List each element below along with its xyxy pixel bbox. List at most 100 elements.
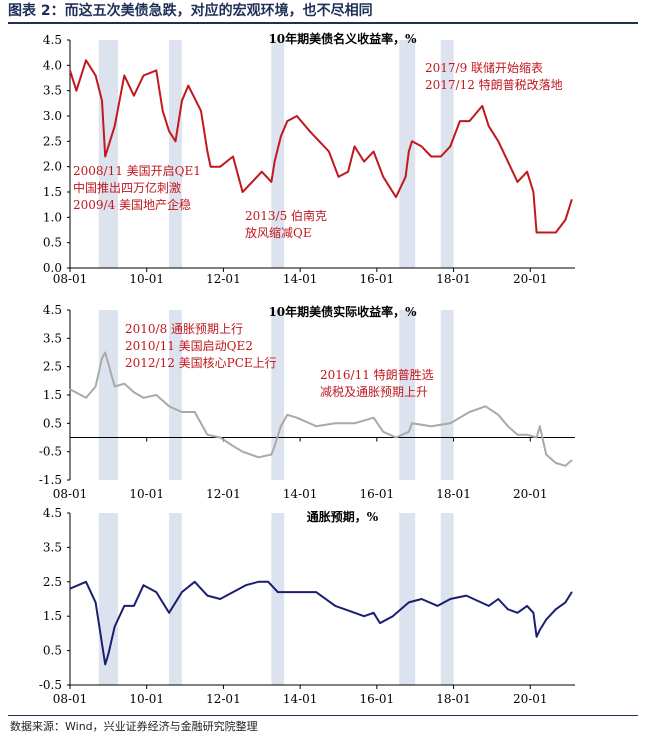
y-tick-label-0-9: 4.5 xyxy=(43,33,62,47)
data-point-0-36 xyxy=(373,150,375,153)
y-tick-label-0-1: 0.5 xyxy=(43,236,62,250)
data-point-0-30 xyxy=(318,140,320,142)
data-point-0-58 xyxy=(564,219,567,221)
x-tick-label-2-4: 16-01 xyxy=(360,692,395,706)
data-point-0-28 xyxy=(296,115,298,117)
data-point-1-26 xyxy=(373,417,375,419)
x-tick-label-1-0: 08-01 xyxy=(53,487,88,501)
data-point-2-26 xyxy=(363,615,365,617)
data-point-1-40 xyxy=(539,425,541,427)
data-point-1-34 xyxy=(484,405,487,407)
data-point-0-47 xyxy=(468,120,471,122)
data-point-2-5 xyxy=(107,653,109,655)
data-point-0-35 xyxy=(363,161,365,163)
data-point-2-30 xyxy=(408,601,410,604)
data-point-2-10 xyxy=(155,591,157,593)
y-tick-label-2-0: -0.5 xyxy=(39,678,62,692)
data-point-0-48 xyxy=(481,105,483,107)
data-point-2-17 xyxy=(245,584,247,586)
data-point-1-38 xyxy=(526,434,528,436)
data-point-0-53 xyxy=(526,171,528,173)
annotation-1-0-0: 2010/8 通胀预期上行 xyxy=(125,322,243,336)
shade-band-2-4 xyxy=(440,513,454,685)
y-tick-label-0-3: 1.5 xyxy=(43,185,62,199)
data-point-1-22 xyxy=(296,417,298,419)
data-point-0-12 xyxy=(168,130,170,132)
data-point-1-14 xyxy=(219,436,221,439)
y-tick-label-2-1: 0.5 xyxy=(43,644,62,658)
series-line-2-0 xyxy=(69,580,573,666)
data-point-1-39 xyxy=(536,436,538,439)
x-tick-label-0-0: 08-01 xyxy=(53,272,88,286)
data-point-0-1 xyxy=(75,90,77,92)
data-point-1-31 xyxy=(430,425,432,427)
data-point-0-24 xyxy=(270,181,272,183)
data-point-2-25 xyxy=(344,608,346,610)
annotation-1-0-2: 2012/12 美国核心PCE上行 xyxy=(125,356,277,370)
data-point-1-44 xyxy=(571,459,573,461)
data-point-2-28 xyxy=(379,622,381,624)
data-point-2-21 xyxy=(286,591,288,593)
x-tick-label-0-5: 18-01 xyxy=(436,272,471,286)
data-point-1-11 xyxy=(181,411,183,413)
shade-band-2-0 xyxy=(98,513,118,685)
data-point-2-15 xyxy=(219,598,221,600)
annotation-0-0-2: 2009/4 美国地产企稳 xyxy=(73,197,191,212)
y-tick-label-1-3: 1.5 xyxy=(43,388,62,402)
data-point-2-34 xyxy=(465,594,467,597)
data-point-1-19 xyxy=(273,445,276,447)
data-point-1-32 xyxy=(449,422,451,424)
data-point-2-42 xyxy=(539,629,541,631)
y-tick-label-1-2: 0.5 xyxy=(43,416,62,430)
data-point-0-18 xyxy=(210,166,212,168)
data-point-0-2 xyxy=(85,59,87,61)
data-point-1-24 xyxy=(334,422,336,424)
data-point-2-12 xyxy=(181,591,183,593)
data-point-2-38 xyxy=(516,612,519,614)
x-tick-label-0-3: 14-01 xyxy=(283,272,318,286)
data-point-1-7 xyxy=(133,391,135,393)
data-point-1-30 xyxy=(411,422,413,424)
data-point-2-35 xyxy=(488,605,490,607)
y-tick-label-2-2: 1.5 xyxy=(43,609,62,623)
shade-band-2-3 xyxy=(399,513,416,685)
data-point-1-29 xyxy=(408,431,410,433)
data-point-2-43 xyxy=(545,619,547,621)
data-point-1-28 xyxy=(395,436,397,439)
data-point-1-33 xyxy=(468,411,471,413)
data-point-0-44 xyxy=(440,155,442,158)
x-tick-label-2-6: 20-01 xyxy=(513,692,548,706)
data-point-1-27 xyxy=(382,431,384,433)
data-point-1-41 xyxy=(545,453,547,456)
data-point-0-38 xyxy=(395,196,397,198)
data-point-2-2 xyxy=(94,601,97,604)
data-point-0-37 xyxy=(382,176,384,178)
x-tick-label-1-1: 10-01 xyxy=(129,487,164,501)
data-point-0-8 xyxy=(133,95,135,97)
data-point-0-3 xyxy=(94,74,97,77)
x-tick-label-2-5: 18-01 xyxy=(436,692,471,706)
annotation-1-1-1: 减税及通胀预期上升 xyxy=(320,385,428,399)
data-point-2-3 xyxy=(101,643,103,645)
data-point-0-7 xyxy=(123,74,125,77)
shade-band-1-2 xyxy=(271,310,285,480)
data-point-2-13 xyxy=(194,581,196,583)
data-point-0-52 xyxy=(516,181,519,183)
data-point-0-40 xyxy=(408,150,410,153)
annotation-1-1-0: 2016/11 特朗普胜选 xyxy=(320,367,434,382)
data-point-1-13 xyxy=(206,434,209,436)
x-tick-label-2-1: 10-01 xyxy=(129,692,164,706)
data-point-2-20 xyxy=(277,591,279,593)
x-tick-label-2-3: 14-01 xyxy=(283,692,318,706)
annotation-0-0-0: 2008/11 美国开启QE1 xyxy=(73,164,201,178)
data-point-2-31 xyxy=(420,598,423,600)
shade-band-0-0 xyxy=(98,40,118,268)
data-point-2-8 xyxy=(133,605,135,607)
data-point-0-32 xyxy=(337,176,340,178)
data-point-0-59 xyxy=(571,199,573,201)
data-point-1-36 xyxy=(507,425,509,427)
y-tick-label-1-5: 3.5 xyxy=(43,331,62,345)
data-point-2-22 xyxy=(296,591,298,593)
data-point-0-10 xyxy=(155,69,157,71)
x-tick-label-0-1: 10-01 xyxy=(129,272,164,286)
